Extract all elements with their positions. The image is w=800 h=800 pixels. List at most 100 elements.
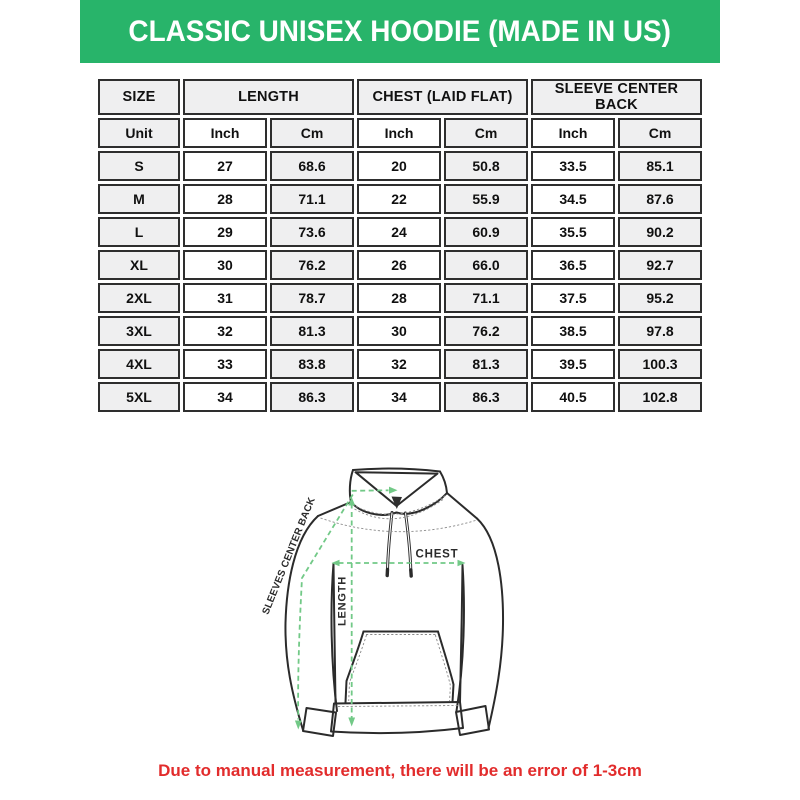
table-row: XL 30 76.2 26 66.0 36.5 92.7: [98, 250, 702, 280]
chest-label: CHEST: [416, 549, 459, 561]
hood-interior: [354, 471, 439, 507]
unit-cell: Unit: [98, 118, 180, 148]
measurement-cell: 27: [183, 151, 267, 181]
measurement-cell: 71.1: [444, 283, 528, 313]
table-row: 4XL 33 83.8 32 81.3 39.5 100.3: [98, 349, 702, 379]
measurement-cell: 78.7: [270, 283, 354, 313]
measurement-cell: 50.8: [444, 151, 528, 181]
sleeve-measure-line: [297, 494, 354, 720]
measurement-cell: 97.8: [618, 316, 702, 346]
table-row: 3XL 32 81.3 30 76.2 38.5 97.8: [98, 316, 702, 346]
measurement-cell: 26: [357, 250, 441, 280]
title-banner: CLASSIC UNISEX HOODIE (MADE IN US): [80, 0, 720, 63]
table-row: S 27 68.6 20 50.8 33.5 85.1: [98, 151, 702, 181]
arrow-right-icon: [389, 486, 398, 494]
arrow-down-icon: [294, 720, 302, 730]
arrow-right-icon: [457, 559, 466, 567]
measurement-cell: 95.2: [618, 283, 702, 313]
table-row: 5XL 34 86.3 34 86.3 40.5 102.8: [98, 382, 702, 412]
measurement-cell: 31: [183, 283, 267, 313]
left-cuff: [302, 707, 337, 737]
measurement-cell: 20: [357, 151, 441, 181]
measurement-cell: 29: [183, 217, 267, 247]
measurement-cell: 36.5: [531, 250, 615, 280]
measurement-cell: 83.8: [270, 349, 354, 379]
size-chart: SIZE LENGTH CHEST (LAID FLAT) SLEEVE CEN…: [95, 76, 705, 415]
measurement-cell: 73.6: [270, 217, 354, 247]
measurement-cell: 38.5: [531, 316, 615, 346]
measurement-cell: 32: [357, 349, 441, 379]
unit-cell: Inch: [531, 118, 615, 148]
col-header-length: LENGTH: [183, 79, 354, 115]
measurement-cell: 24: [357, 217, 441, 247]
measurement-cell: 92.7: [618, 250, 702, 280]
measurement-cell: 100.3: [618, 349, 702, 379]
measurement-cell: 76.2: [270, 250, 354, 280]
arrow-up-icon: [348, 497, 356, 506]
measurement-cell: 35.5: [531, 217, 615, 247]
table-row: M 28 71.1 22 55.9 34.5 87.6: [98, 184, 702, 214]
unit-cell: Cm: [270, 118, 354, 148]
size-cell: 4XL: [98, 349, 180, 379]
col-header-size: SIZE: [98, 79, 180, 115]
measurement-cell: 76.2: [444, 316, 528, 346]
measurement-cell: 37.5: [531, 283, 615, 313]
arrow-down-icon: [348, 717, 356, 727]
measurement-cell: 55.9: [444, 184, 528, 214]
col-header-chest: CHEST (LAID FLAT): [357, 79, 528, 115]
measurement-cell: 30: [357, 316, 441, 346]
measurement-cell: 28: [357, 283, 441, 313]
measurement-cell: 30: [183, 250, 267, 280]
page-title: CLASSIC UNISEX HOODIE (MADE IN US): [128, 14, 672, 48]
unit-cell: Inch: [357, 118, 441, 148]
unit-cell: Inch: [183, 118, 267, 148]
measurement-note: Due to manual measurement, there will be…: [158, 761, 642, 780]
unit-row: Unit Inch Cm Inch Cm Inch Cm: [98, 118, 702, 148]
measurement-cell: 33.5: [531, 151, 615, 181]
measurement-cell: 32: [183, 316, 267, 346]
size-cell: XL: [98, 250, 180, 280]
measurement-cell: 40.5: [531, 382, 615, 412]
hoodie-illustration: [284, 467, 505, 737]
right-cuff: [455, 705, 490, 736]
measurement-cell: 34: [357, 382, 441, 412]
measurement-lines: CHEST LENGTH SLEEVES CENTER BACK: [261, 486, 466, 730]
sleeves-center-back-label: SLEEVES CENTER BACK: [261, 495, 318, 616]
hoodie-diagram: CHEST LENGTH SLEEVES CENTER BACK: [261, 467, 505, 737]
table-row: L 29 73.6 24 60.9 35.5 90.2: [98, 217, 702, 247]
measurement-cell: 34.5: [531, 184, 615, 214]
measurement-cell: 85.1: [618, 151, 702, 181]
measurement-cell: 34: [183, 382, 267, 412]
size-cell: L: [98, 217, 180, 247]
measurement-cell: 81.3: [444, 349, 528, 379]
measurement-cell: 86.3: [270, 382, 354, 412]
measurement-cell: 71.1: [270, 184, 354, 214]
size-chart-table: SIZE LENGTH CHEST (LAID FLAT) SLEEVE CEN…: [95, 76, 705, 415]
hem-band: [330, 701, 464, 735]
arrow-left-icon: [331, 559, 340, 567]
measurement-cell: 87.6: [618, 184, 702, 214]
unit-cell: Cm: [444, 118, 528, 148]
group-header-row: SIZE LENGTH CHEST (LAID FLAT) SLEEVE CEN…: [98, 79, 702, 115]
size-cell: 3XL: [98, 316, 180, 346]
measurement-cell: 90.2: [618, 217, 702, 247]
col-header-sleeve: SLEEVE CENTER BACK: [531, 79, 702, 115]
measurement-cell: 81.3: [270, 316, 354, 346]
measurement-cell: 60.9: [444, 217, 528, 247]
measurement-cell: 39.5: [531, 349, 615, 379]
size-cell: M: [98, 184, 180, 214]
unit-cell: Cm: [618, 118, 702, 148]
measurement-cell: 86.3: [444, 382, 528, 412]
measurement-cell: 22: [357, 184, 441, 214]
measurement-cell: 66.0: [444, 250, 528, 280]
hood-pointer-line: [351, 489, 389, 492]
measurement-cell: 33: [183, 349, 267, 379]
measurement-cell: 102.8: [618, 382, 702, 412]
measurement-cell: 68.6: [270, 151, 354, 181]
size-cell: 5XL: [98, 382, 180, 412]
measurement-cell: 28: [183, 184, 267, 214]
hood-neck-notch: [391, 496, 402, 509]
size-cell: S: [98, 151, 180, 181]
table-row: 2XL 31 78.7 28 71.1 37.5 95.2: [98, 283, 702, 313]
length-label: LENGTH: [337, 576, 349, 626]
